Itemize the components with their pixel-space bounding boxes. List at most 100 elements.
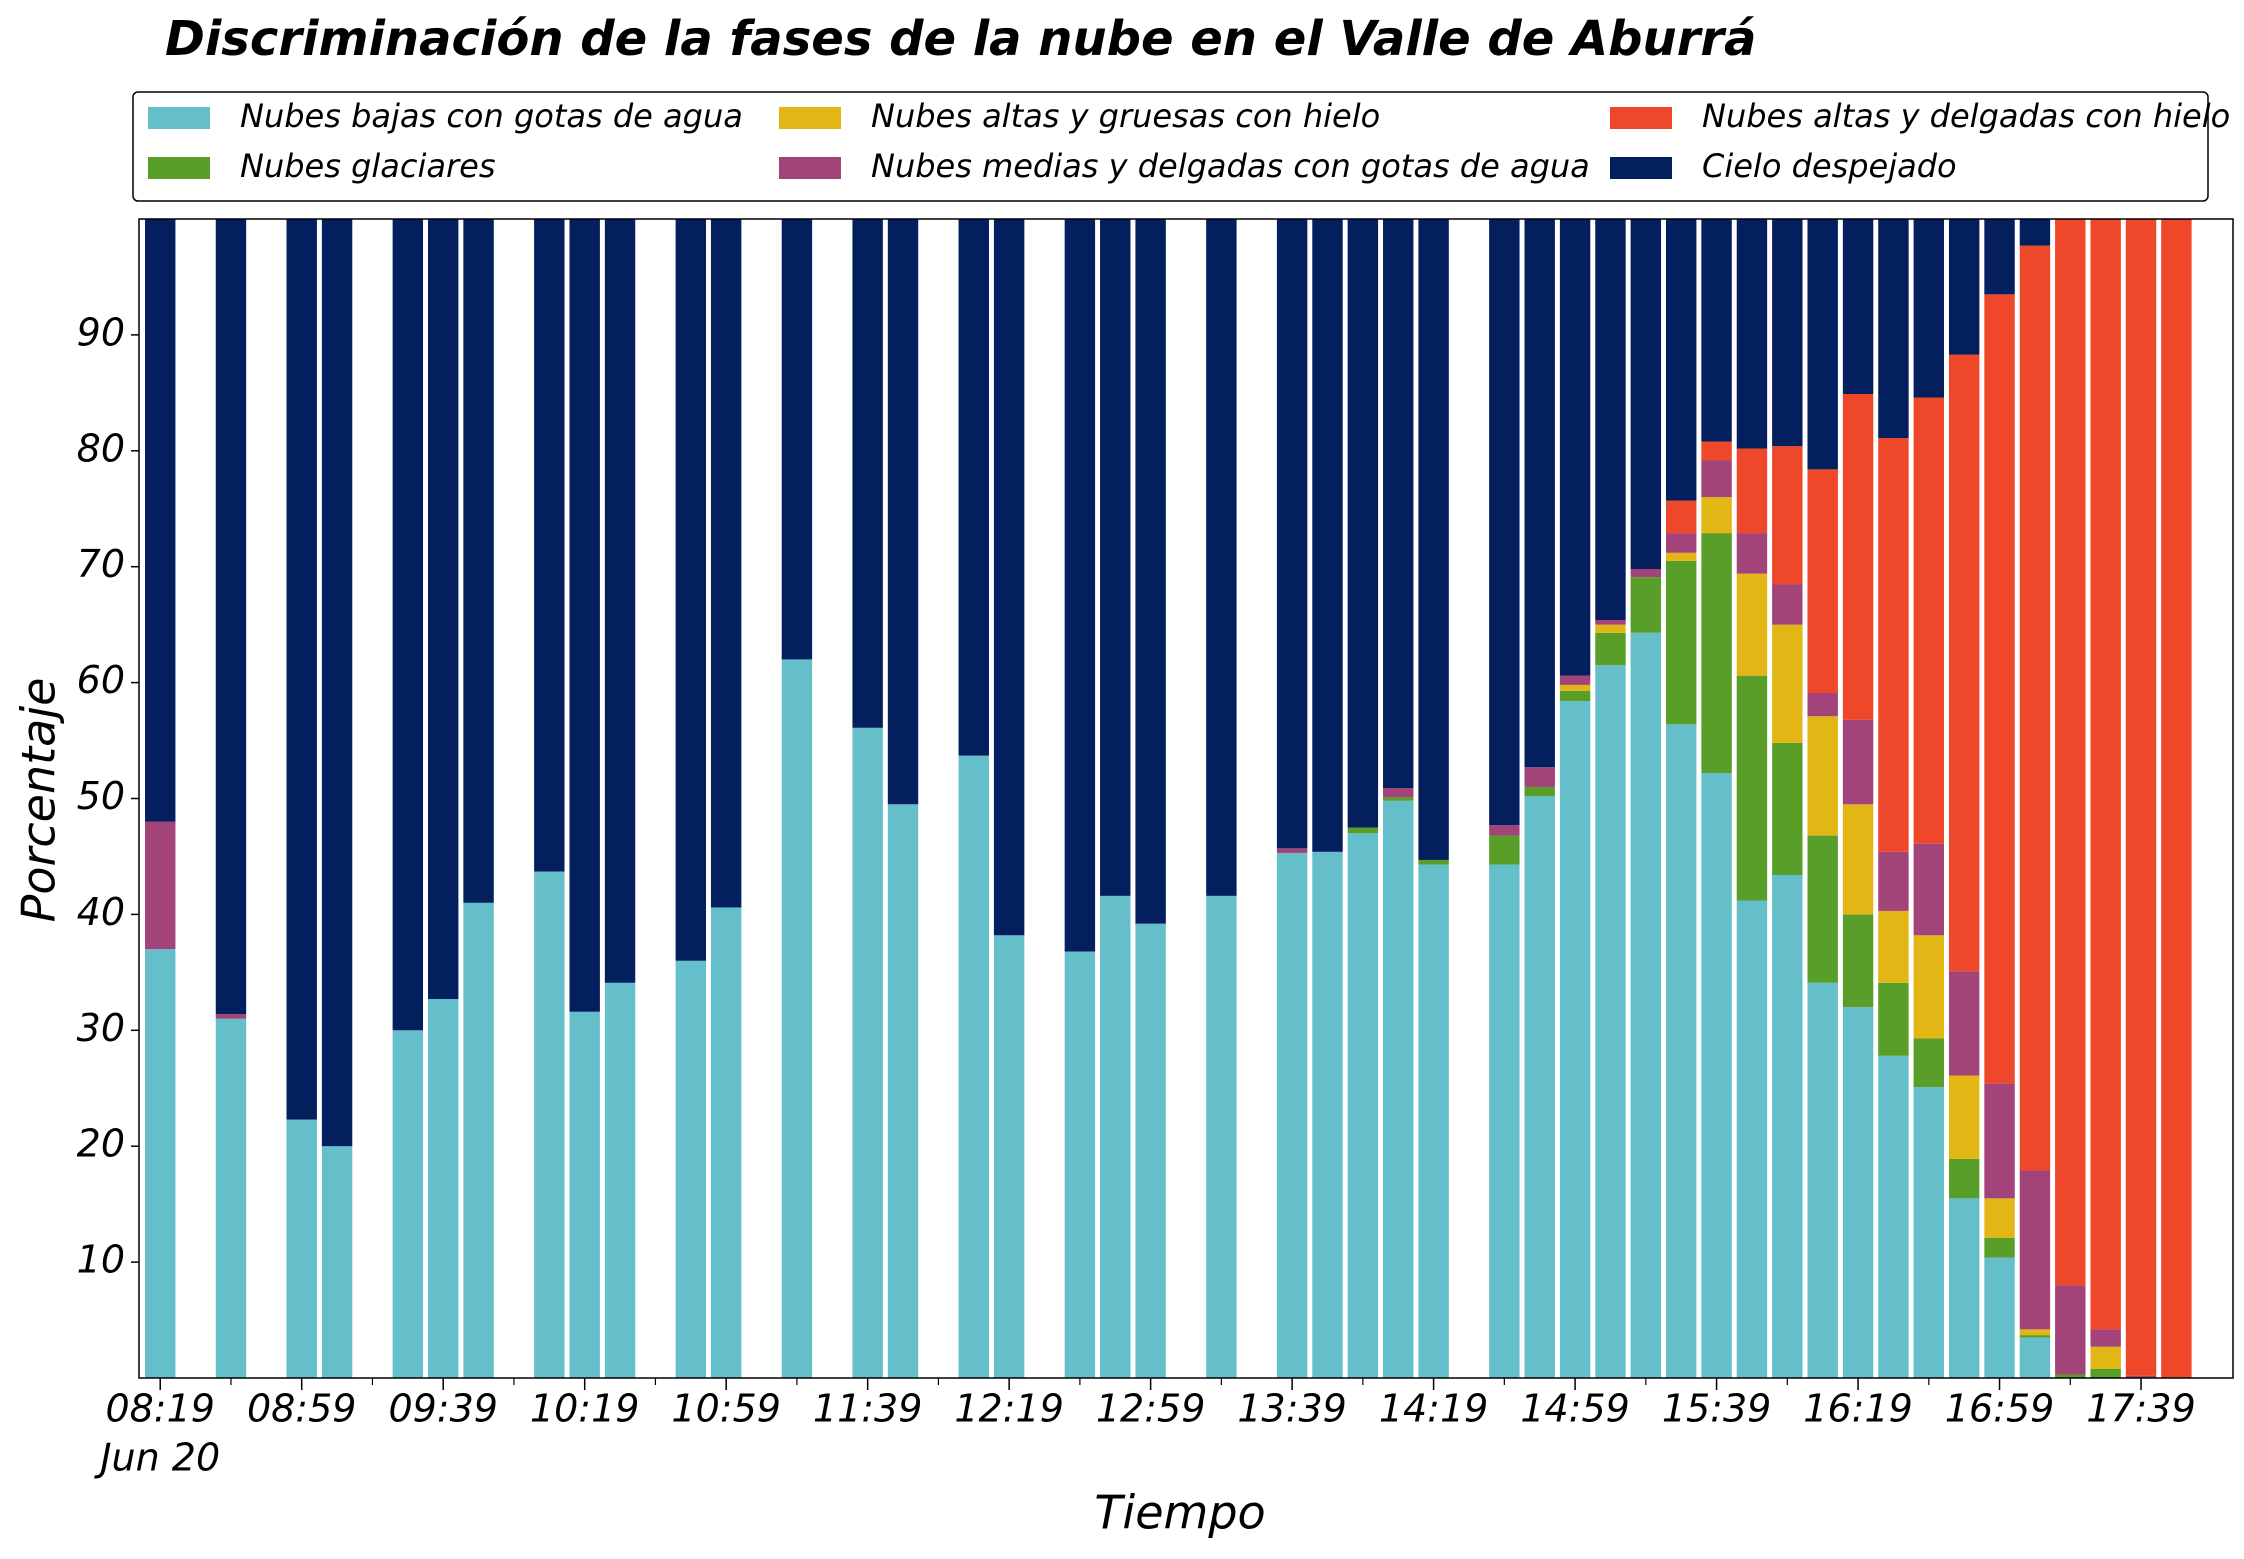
bar-segment [1347, 833, 1379, 1378]
bar-segment [958, 755, 989, 1378]
bar-segment [569, 219, 600, 1012]
bar-segment [852, 219, 883, 728]
y-axis-label: Porcentaje [12, 678, 66, 923]
bar-segment [1276, 848, 1308, 853]
bar-segment [1984, 294, 2015, 1084]
bar-segment [1559, 675, 1591, 685]
legend-label: Nubes bajas con gotas de agua [240, 97, 743, 135]
bar-segment [321, 1146, 353, 1378]
bar-segment [1276, 219, 1308, 849]
bar-segment [1276, 852, 1308, 1378]
bar-segment [1736, 675, 1768, 901]
legend-label: Nubes altas y gruesas con hielo [871, 97, 1380, 135]
bar-segment [1701, 219, 1732, 442]
bar-segment [1418, 859, 1449, 865]
bar-segment [1984, 1083, 2015, 1199]
bar-segment [321, 219, 353, 1147]
bar-segment [1878, 910, 1909, 983]
bar-segment [1736, 900, 1768, 1378]
x-tick-label: 10:59 [671, 1387, 781, 1431]
bar-segment [1878, 1055, 1909, 1378]
bar-segment [1807, 469, 1838, 694]
bar-segment [1948, 219, 1980, 355]
bar-segment [2019, 245, 2051, 1171]
legend-label: Nubes glaciares [240, 147, 495, 185]
bar-segment [1913, 397, 1945, 844]
x-tick-label: 08:19 [105, 1387, 215, 1431]
bar-segment [2090, 1368, 2121, 1378]
y-tick-label: 80 [77, 426, 125, 470]
bar-segment [1665, 533, 1697, 553]
bar-segment [1135, 219, 1166, 924]
bar-segment [1665, 724, 1697, 1378]
bar-segment [2090, 219, 2121, 1330]
bar-segment [1701, 441, 1732, 461]
bar-segment [1489, 825, 1520, 836]
bar-segment [1878, 438, 1909, 852]
bar-segment [1736, 573, 1768, 676]
y-tick-label: 20 [77, 1122, 125, 1166]
bar-segment [1418, 219, 1449, 860]
bar-segment [1630, 632, 1662, 1378]
bar-segment [1665, 552, 1697, 561]
bar-segment [1878, 219, 1909, 439]
bar-segment [1559, 684, 1591, 691]
bar-segment [1064, 951, 1096, 1378]
bar-segment [1842, 219, 1874, 395]
bar-segment [145, 949, 176, 1378]
bar-segment [1135, 923, 1166, 1378]
bar-segment [1489, 835, 1520, 865]
bar-segment [1559, 219, 1591, 676]
legend-label: Cielo despejado [1702, 147, 1957, 185]
x-tick-label: 09:39 [388, 1387, 498, 1431]
x-tick-label: 10:19 [530, 1387, 640, 1431]
bar-segment [1807, 982, 1838, 1378]
bar-segment [1595, 219, 1626, 621]
bar-segment [2019, 1335, 2051, 1338]
x-tick-label: 12:59 [1096, 1387, 1206, 1431]
bar-segment [993, 219, 1025, 936]
bar-segment [1701, 497, 1732, 534]
x-tick-label: 11:39 [813, 1387, 923, 1431]
bar-segment [781, 219, 813, 660]
bar-segment [1559, 690, 1591, 702]
bar-segment [145, 219, 176, 822]
y-tick-label: 90 [77, 310, 125, 354]
bar-segment [215, 219, 247, 1015]
y-tick-label: 30 [77, 1006, 125, 1050]
bar-segment [569, 1011, 600, 1378]
bar-segment [1206, 895, 1237, 1378]
bar-segment [1383, 219, 1414, 789]
bar-segment [1913, 843, 1945, 936]
legend-swatch [779, 157, 841, 179]
bar-segment [1665, 500, 1697, 534]
bar-segment [392, 219, 424, 1031]
bar-segment [1772, 742, 1803, 875]
bar-segment [463, 902, 494, 1378]
bar-segment [1064, 219, 1096, 952]
bar-segment [1595, 620, 1626, 625]
legend-swatch [1610, 107, 1672, 129]
bar-segment [2019, 219, 2051, 246]
bar-segment [1878, 982, 1909, 1056]
bar-segment [1807, 835, 1838, 983]
bar-segment [1100, 219, 1131, 896]
bar-segment [2019, 1170, 2051, 1330]
legend-label: Nubes altas y delgadas con hielo [1702, 97, 2230, 135]
bar-segment [2019, 1329, 2051, 1336]
bar-segment [604, 219, 636, 983]
bar-segment [1913, 219, 1945, 398]
bar-segment [1312, 219, 1343, 852]
bar-segment [1347, 219, 1379, 828]
bar-segment [1736, 219, 1768, 449]
bar-segment [1100, 895, 1131, 1378]
bar-segment [1630, 219, 1662, 570]
x-tick-label: 16:59 [1945, 1387, 2055, 1431]
y-tick-label: 60 [77, 658, 125, 702]
bar-segment [1842, 914, 1874, 1008]
bar-segment [958, 219, 989, 756]
bar-segment [1913, 1038, 1945, 1088]
bar-segment [1772, 446, 1803, 585]
